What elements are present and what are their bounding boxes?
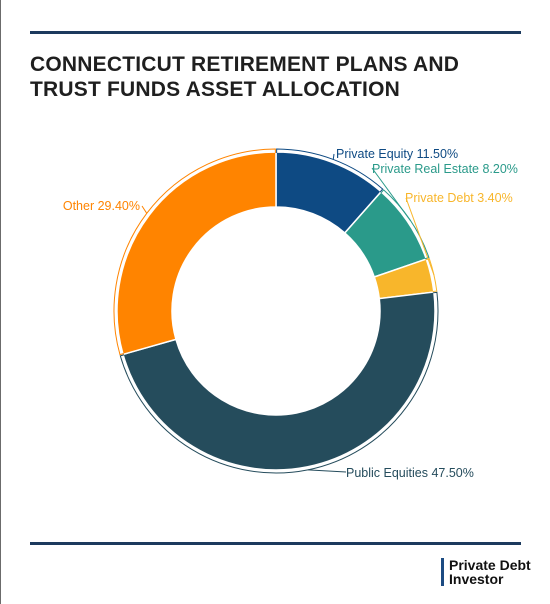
brand-logo: Private Debt Investor <box>441 558 531 586</box>
label-private-equity: Private Equity 11.50% <box>336 147 458 161</box>
top-rule <box>30 31 521 34</box>
leader-private-real-estate <box>371 167 411 222</box>
brand-line-1: Private Debt <box>449 557 531 573</box>
brand-line-2: Investor <box>449 571 504 587</box>
bracket-other <box>113 148 276 356</box>
bracket-private-real-estate <box>380 189 430 260</box>
leader-public-equities <box>307 469 347 473</box>
leader-private-equity <box>332 153 335 160</box>
leader-private-debt <box>405 197 435 275</box>
bottom-rule <box>30 542 521 545</box>
slice-public-equities <box>122 291 436 471</box>
leader-other <box>141 205 148 214</box>
brand-text: Private Debt Investor <box>449 558 531 586</box>
brand-bar <box>441 558 444 586</box>
chart-title: CONNECTICUT RETIREMENT PLANS AND TRUST F… <box>30 53 460 101</box>
label-private-debt: Private Debt 3.40% <box>405 191 513 205</box>
label-public-equities: Public Equities 47.50% <box>346 466 474 480</box>
page-edge <box>0 0 1 604</box>
bracket-public-equities <box>119 291 439 474</box>
bracket-private-debt <box>425 258 438 293</box>
bracket-private-equity <box>276 148 384 193</box>
label-other: Other 29.40% <box>63 199 140 213</box>
slice-other <box>116 151 277 356</box>
label-private-real-estate: Private Real Estate 8.20% <box>372 162 518 176</box>
